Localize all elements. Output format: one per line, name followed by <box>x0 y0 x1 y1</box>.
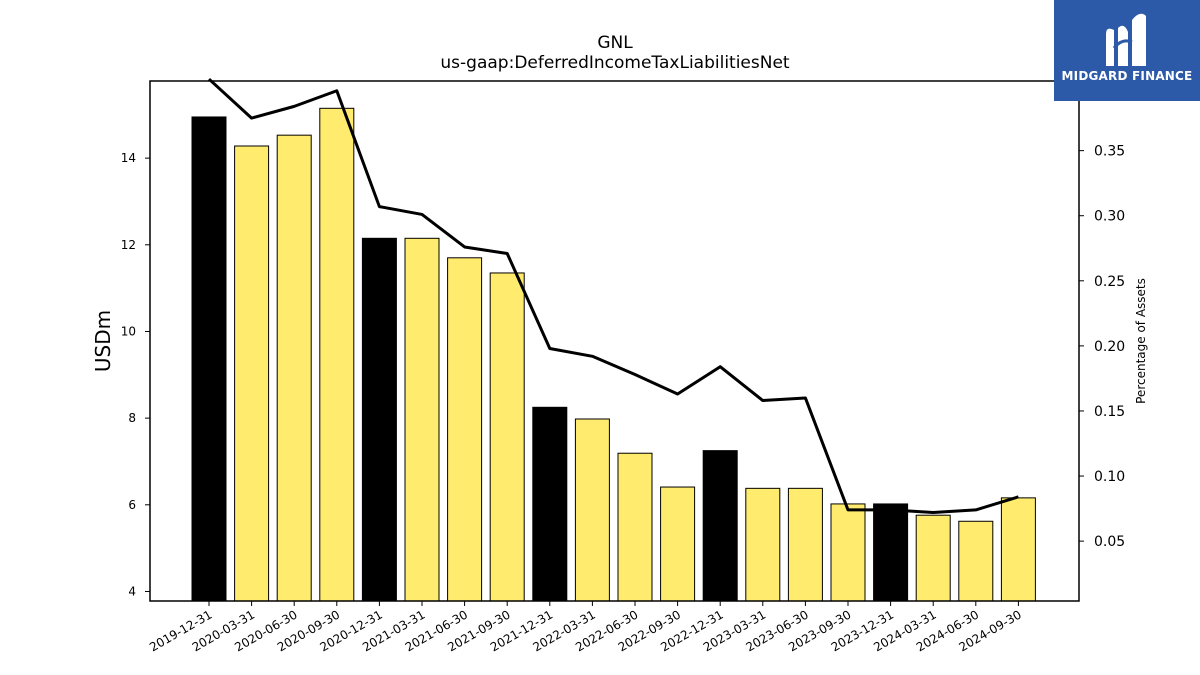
y-axis-right: 0.050.100.150.200.250.300.350.40 <box>1079 79 1125 550</box>
chart-title: GNL <box>597 33 633 53</box>
bar-2024-03-31 <box>915 514 951 602</box>
plot-frame <box>149 80 1080 602</box>
bar-2021-12-31 <box>532 406 568 602</box>
bar-2022-12-31 <box>702 450 738 602</box>
bar-2020-09-30 <box>319 107 355 602</box>
bar-2020-06-30 <box>276 134 312 602</box>
bar-2023-06-30 <box>787 487 823 602</box>
y-axis-right-label: Percentage of Assets <box>1134 278 1148 404</box>
y-tick-label: 4 <box>128 584 136 598</box>
y-tick-label: 10 <box>121 324 136 338</box>
y-right-tick-label: 0.15 <box>1094 404 1125 420</box>
bar-2022-03-31 <box>574 418 610 602</box>
y-tick-label: 6 <box>128 498 136 512</box>
bar-series <box>191 107 1036 602</box>
bar-2021-06-30 <box>447 257 483 602</box>
bar-2021-03-31 <box>404 237 440 602</box>
bar-2023-03-31 <box>745 487 781 602</box>
bar-2022-09-30 <box>660 486 696 602</box>
logo-text: MIDGARD FINANCE <box>1061 69 1193 83</box>
y-axis-left: 4 6 8 10 12 14 <box>121 151 150 598</box>
midgard-logo-icon <box>1106 13 1146 67</box>
y-right-tick-label: 0.30 <box>1094 209 1125 225</box>
bar-2021-09-30 <box>489 272 525 602</box>
y-tick-label: 8 <box>128 411 136 425</box>
y-tick-label: 12 <box>121 238 136 252</box>
midgard-finance-logo: MIDGARD FINANCE <box>1054 0 1200 101</box>
bar-2022-06-30 <box>617 452 653 602</box>
y-right-tick-label: 0.05 <box>1094 534 1125 550</box>
bar-2023-12-31 <box>873 503 909 602</box>
bar-2024-06-30 <box>958 520 994 602</box>
bar-2023-09-30 <box>830 503 866 602</box>
bar-2020-12-31 <box>361 237 397 602</box>
y-right-tick-label: 0.35 <box>1094 144 1125 160</box>
y-right-tick-label: 0.10 <box>1094 469 1125 485</box>
bar-2020-03-31 <box>234 145 270 602</box>
percentage-line <box>207 77 1019 514</box>
chart-subtitle: us-gaap:DeferredIncomeTaxLiabilitiesNet <box>440 53 790 73</box>
bar-2024-09-30 <box>1000 497 1036 602</box>
bar-2019-12-31 <box>191 116 227 602</box>
y-right-tick-label: 0.25 <box>1094 274 1125 290</box>
y-right-tick-label: 0.20 <box>1094 339 1125 355</box>
x-axis: 2019-12-312020-03-312020-06-302020-09-30… <box>147 601 1024 654</box>
y-tick-label: 14 <box>121 151 136 165</box>
y-axis-label: USDm <box>91 310 115 372</box>
